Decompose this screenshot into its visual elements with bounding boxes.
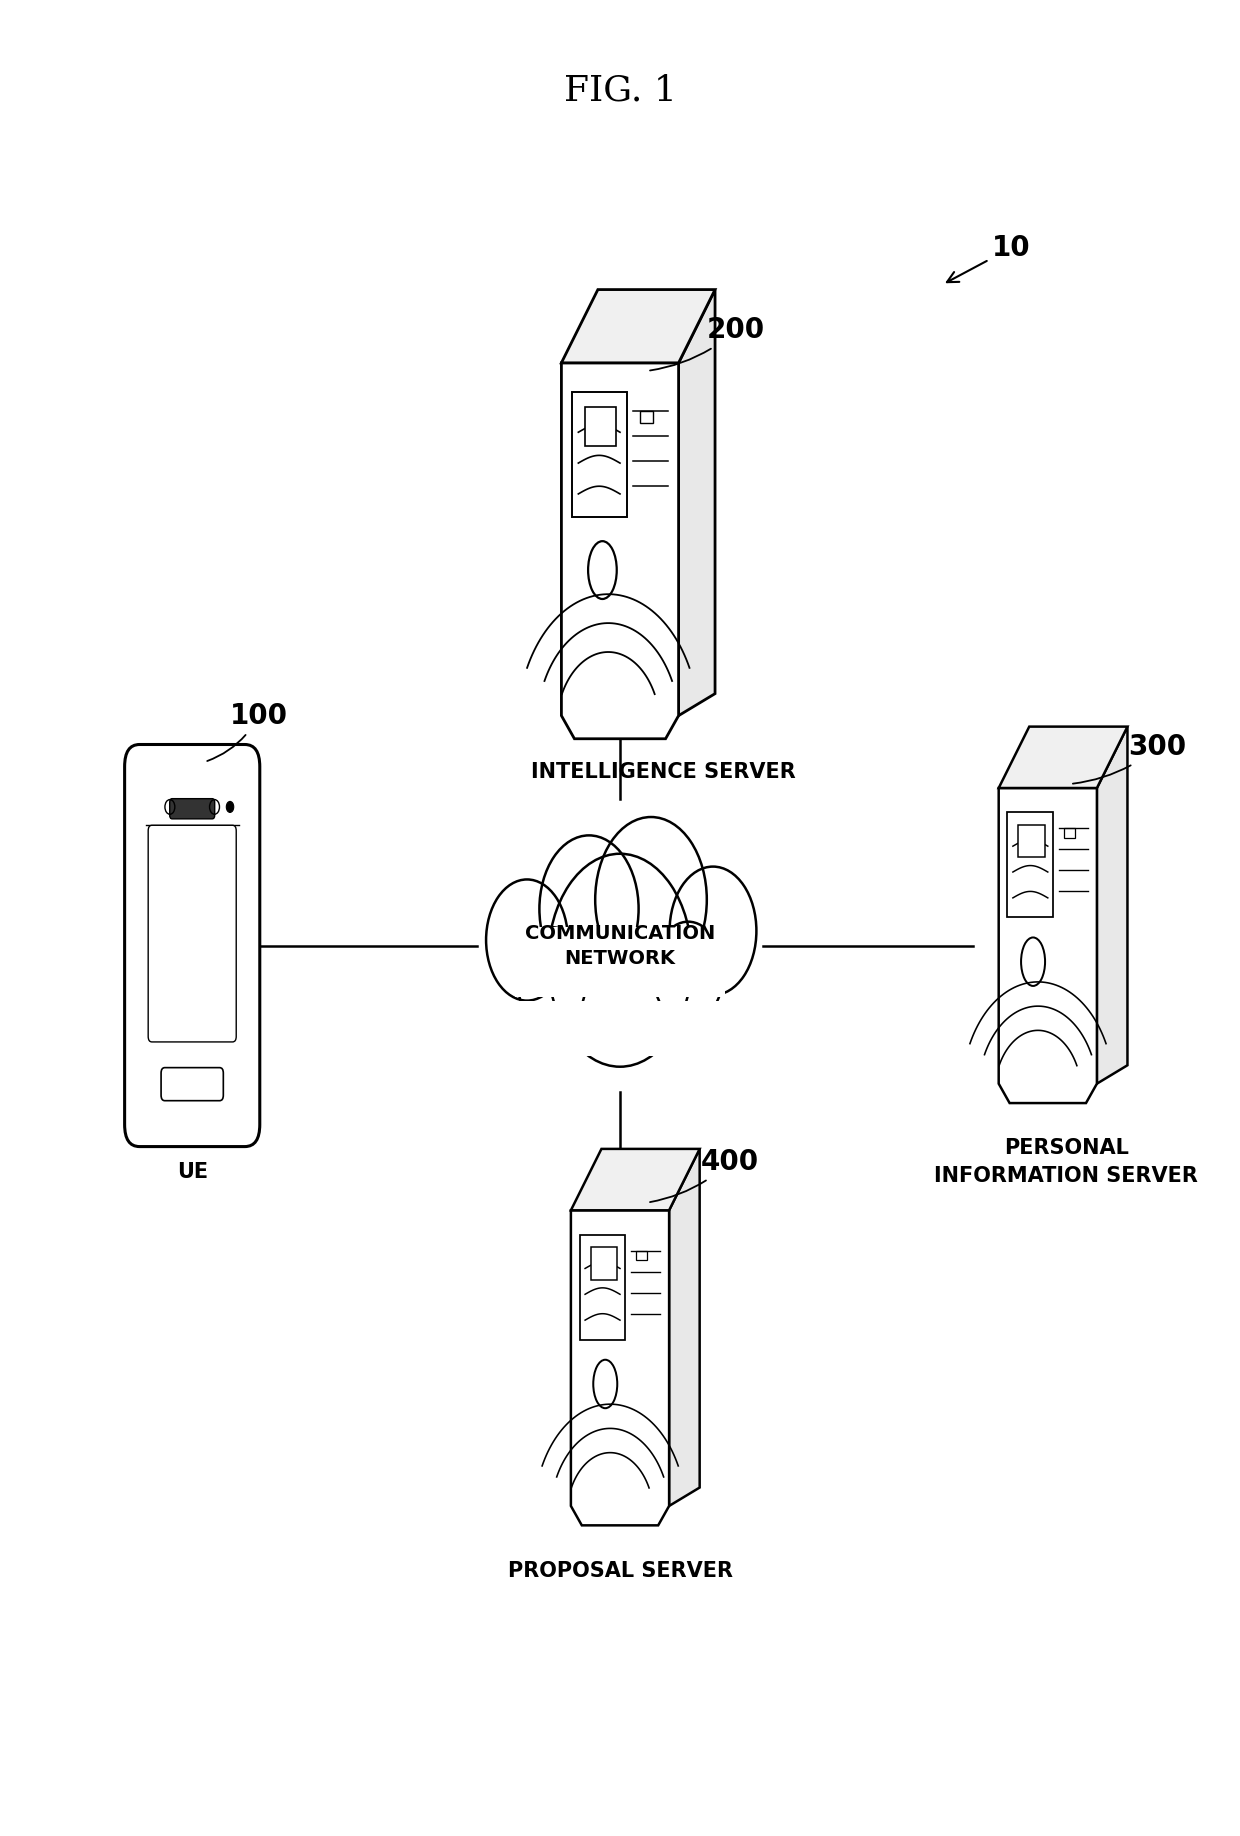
Polygon shape — [1007, 812, 1053, 918]
Polygon shape — [562, 290, 715, 364]
Circle shape — [670, 867, 756, 995]
FancyBboxPatch shape — [124, 745, 260, 1146]
Polygon shape — [570, 1210, 670, 1526]
Polygon shape — [562, 364, 678, 738]
Polygon shape — [481, 1001, 759, 1056]
Ellipse shape — [593, 1360, 618, 1408]
Text: UE: UE — [176, 1162, 208, 1182]
Polygon shape — [590, 1247, 616, 1280]
Text: 200: 200 — [650, 316, 765, 371]
Text: COMMUNICATION
NETWORK: COMMUNICATION NETWORK — [525, 924, 715, 968]
Polygon shape — [1018, 824, 1044, 857]
Ellipse shape — [588, 542, 616, 599]
Circle shape — [517, 927, 587, 1030]
Polygon shape — [1097, 727, 1127, 1083]
FancyBboxPatch shape — [161, 1069, 223, 1102]
Text: 400: 400 — [650, 1148, 759, 1203]
Text: INTELLIGENCE SERVER: INTELLIGENCE SERVER — [531, 762, 796, 782]
Circle shape — [539, 835, 639, 982]
Polygon shape — [585, 408, 616, 446]
Circle shape — [486, 879, 568, 1001]
Text: 300: 300 — [1073, 733, 1187, 784]
FancyBboxPatch shape — [170, 799, 215, 819]
FancyBboxPatch shape — [148, 826, 236, 1043]
Text: 10: 10 — [947, 233, 1030, 283]
Polygon shape — [515, 927, 725, 997]
Bar — [1064, 828, 1075, 837]
Circle shape — [548, 854, 692, 1067]
Bar — [640, 411, 652, 422]
Polygon shape — [998, 788, 1097, 1103]
Polygon shape — [579, 1234, 625, 1340]
Circle shape — [653, 922, 723, 1024]
Bar — [636, 1250, 647, 1259]
Polygon shape — [570, 1149, 699, 1210]
Polygon shape — [670, 1149, 699, 1506]
Text: FIG. 1: FIG. 1 — [563, 73, 677, 108]
Polygon shape — [572, 391, 626, 518]
Circle shape — [595, 817, 707, 982]
Circle shape — [226, 800, 233, 812]
Polygon shape — [998, 727, 1127, 788]
Text: 100: 100 — [207, 701, 288, 760]
Ellipse shape — [1021, 938, 1045, 986]
Text: PERSONAL
INFORMATION SERVER: PERSONAL INFORMATION SERVER — [935, 1138, 1198, 1186]
Text: PROPOSAL SERVER: PROPOSAL SERVER — [507, 1561, 733, 1581]
Polygon shape — [678, 290, 715, 716]
